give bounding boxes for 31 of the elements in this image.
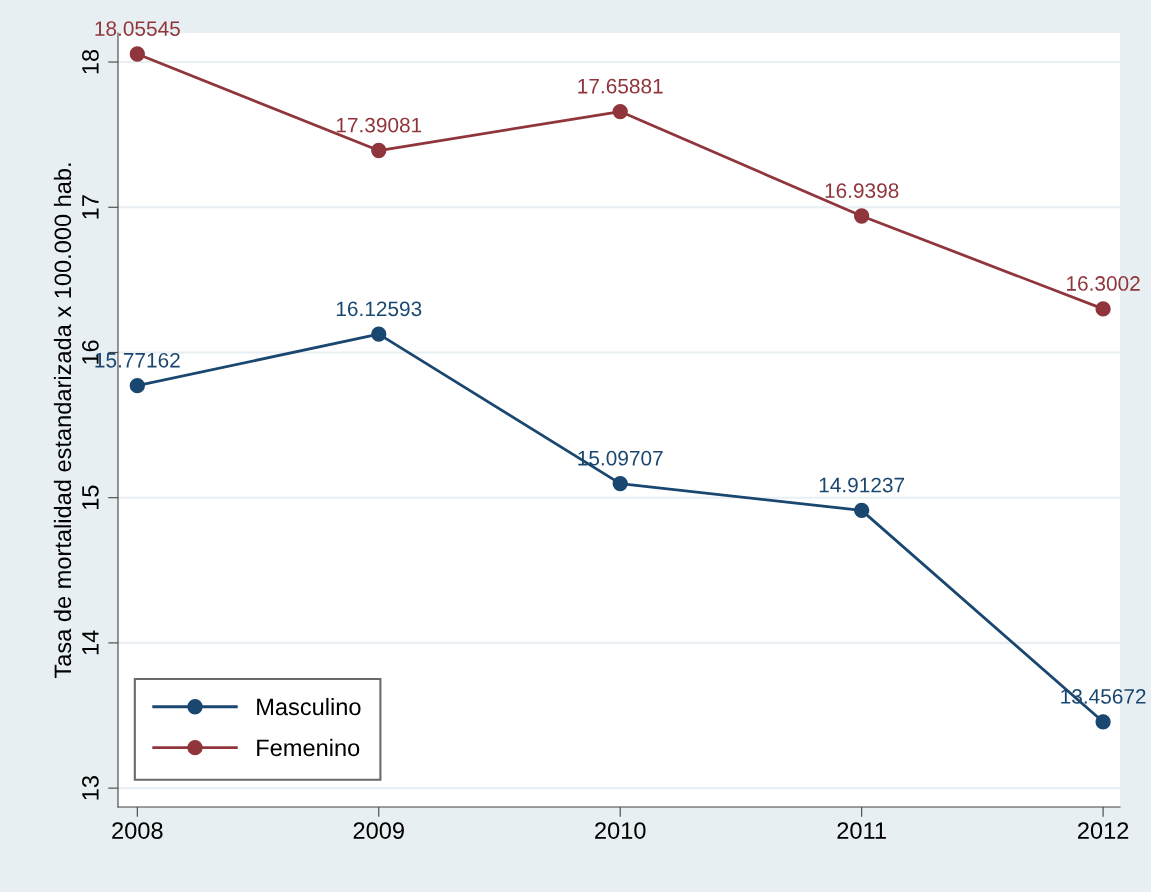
point [612,103,628,120]
x-tick-label: 2010 [595,822,646,839]
x-tick-label: 2012 [1078,822,1129,839]
y-tick-label: 15 [82,485,99,510]
data-label: 14.91237 [819,477,905,493]
data-label: 16.9398 [825,183,899,198]
data-label: 16.12593 [336,301,422,317]
y-axis-title: Tasa de mortalidad estandarizada x 100.000 hab. [53,163,72,679]
legend-label: Femenino [257,738,360,757]
point [129,377,145,394]
data-label: 17.39081 [336,117,422,133]
y-tick-label: 13 [82,776,99,800]
x-tick-label: 2009 [353,822,404,839]
x-tick-label: 2011 [837,822,886,839]
y-tick-label: 14 [82,630,99,655]
point [1095,714,1111,730]
y-tick-label: 17 [82,195,99,219]
point [854,502,870,519]
data-label: 18.05545 [95,21,180,36]
data-label: 15.09707 [578,450,663,466]
point [854,208,870,224]
point [1095,301,1111,317]
point [129,46,145,62]
point [371,326,387,342]
data-label: 17.65881 [578,78,663,94]
data-label: 16.3002 [1067,276,1140,291]
x-tick-label: 2008 [112,822,163,839]
point [371,142,387,159]
y-tick-label: 18 [82,49,99,74]
point [612,475,628,492]
legend-label: Masculino [257,697,361,716]
